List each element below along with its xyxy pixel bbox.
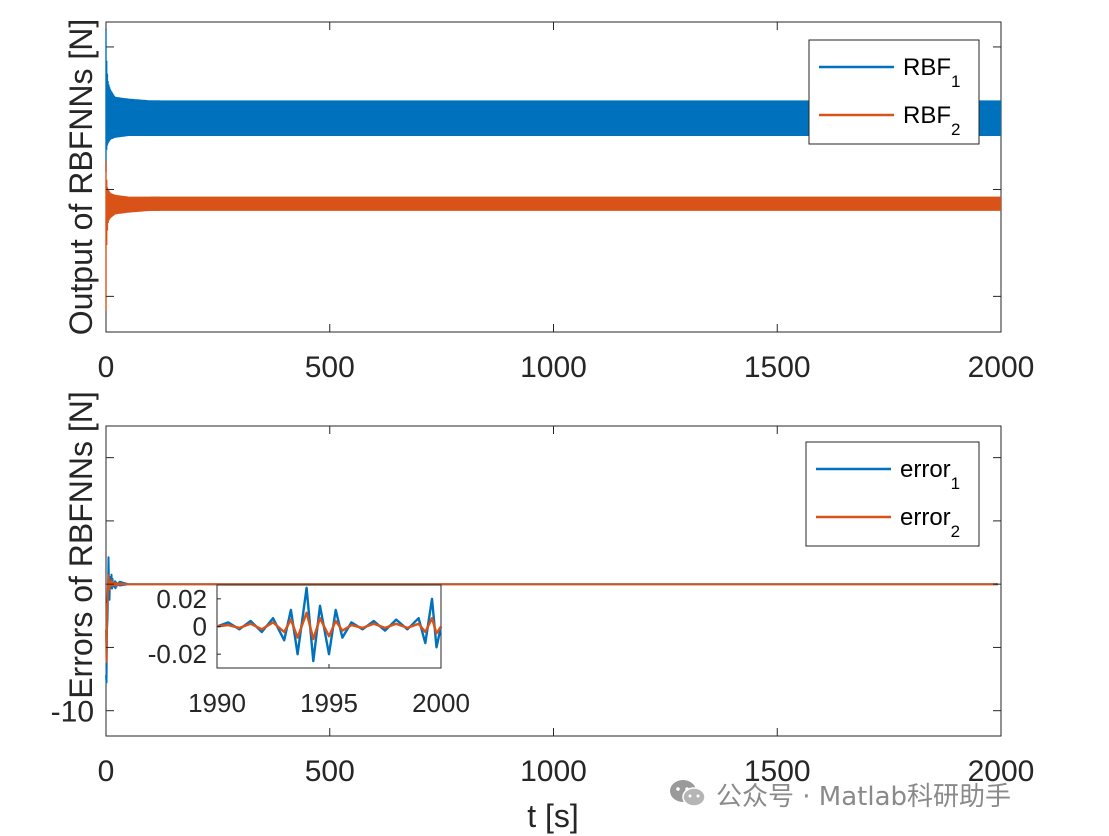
x-tick-label: 500 <box>305 755 355 788</box>
rbf1-line <box>105 29 160 172</box>
rbf2-line <box>105 161 160 311</box>
inset-x-ticks: 1990 1995 2000 <box>188 664 470 718</box>
inset-error1-line <box>216 586 443 663</box>
legend-subscript: 2 <box>951 522 960 541</box>
y-tick-label: -10 <box>51 696 94 729</box>
inset-y-tick-label: -0.02 <box>148 639 207 669</box>
x-tick-label: 1000 <box>520 755 587 788</box>
x-tick-label: 0 <box>98 755 115 788</box>
inset-axes: 1990 1995 2000 0.020-0.02 <box>148 584 470 718</box>
watermark-text: 公众号 · Matlab科研助手 <box>716 781 1012 812</box>
inset-x-tick-label: 1990 <box>188 688 246 718</box>
bottom-series-group <box>105 556 998 684</box>
error2-line <box>105 574 998 663</box>
legend-box <box>805 441 980 547</box>
bottom-y-ticks: -10 <box>51 457 1001 729</box>
x-tick-label: 500 <box>305 351 355 384</box>
bottom-x-ticks: 0 500 1000 1500 2000 <box>98 426 1035 788</box>
bottom-x-axis-label: t [s] <box>527 798 579 834</box>
bottom-axes: 0 500 1000 1500 2000 -10 Errors of RBFNNs [N… <box>51 391 1035 834</box>
top-x-ticks: 0 500 1000 1500 2000 <box>98 22 1035 384</box>
legend-box <box>808 39 980 145</box>
x-tick-label: 2000 <box>968 755 1035 788</box>
rbf2-band <box>150 196 1001 211</box>
legend-subscript: 1 <box>951 72 960 91</box>
x-tick-label: 0 <box>98 351 115 384</box>
inset-y-tick-label: 0 <box>193 612 207 642</box>
inset-axes-box <box>216 584 442 669</box>
legend-subscript: 2 <box>951 120 960 139</box>
wechat-icon <box>670 780 706 807</box>
inset-y-tick-label: 0.02 <box>156 584 207 614</box>
inset-series-group <box>216 586 443 663</box>
inset-x-tick-label: 2000 <box>412 688 470 718</box>
top-y-ticks <box>106 46 1001 297</box>
bottom-y-axis-label: Errors of RBFNNs [N] <box>63 391 99 699</box>
inset-error2-line <box>216 611 443 641</box>
inset-y-ticks: 0.020-0.02 <box>148 584 221 669</box>
x-tick-label: 1500 <box>744 351 811 384</box>
x-tick-label: 2000 <box>968 351 1035 384</box>
legend-subscript: 1 <box>951 474 960 493</box>
top-y-axis-label: Output of RBFNNs [N] <box>63 19 99 336</box>
x-tick-label: 1000 <box>520 351 587 384</box>
watermark: 公众号 · Matlab科研助手 <box>668 772 1011 816</box>
x-tick-label: 1500 <box>744 755 811 788</box>
top-axes: 0 500 1000 1500 2000 Output of RBFNNs [N] RB… <box>63 19 1034 384</box>
inset-x-tick-label: 1995 <box>300 688 358 718</box>
